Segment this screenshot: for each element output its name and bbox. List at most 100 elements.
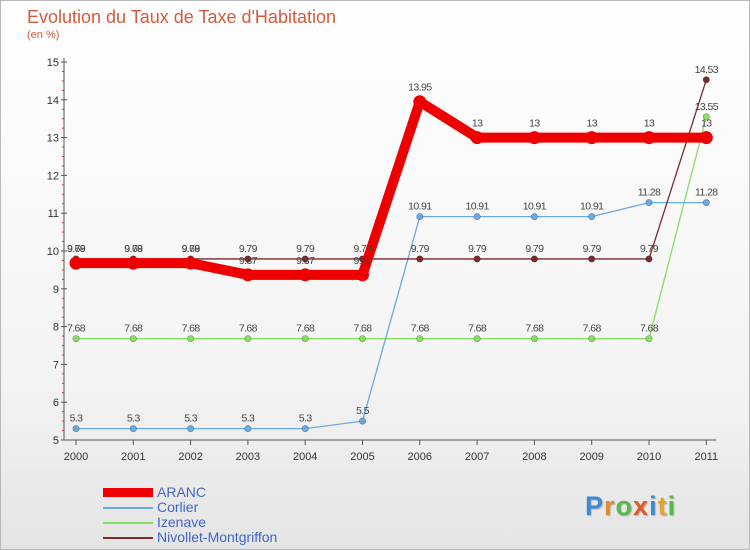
data-label: 9.79 [182,243,201,255]
y-tick-label: 14 [47,95,59,107]
data-label: 9.79 [525,243,544,255]
data-label: 9.68 [124,243,143,255]
data-label: 7.68 [182,323,201,335]
y-tick-label: 15 [47,57,59,69]
data-point [244,425,252,433]
chart-subtitle: (en %) [27,29,60,41]
x-tick-label: 2011 [694,451,718,463]
series-line-izenave [75,116,707,340]
data-label: 13.95 [408,82,432,94]
series-aranc [69,95,713,282]
data-point [645,335,653,343]
data-label: 5.3 [242,413,256,425]
data-label: 13 [472,118,483,130]
legend-item-aranc: ARANC [103,485,363,500]
data-label: 9.79 [583,243,602,255]
data-labels-layer: 7.68 7.68 7.68 7.68 7.68 7.68 7.68 7.68 7.68 7.68… [67,64,719,425]
data-label: 9.37 [296,255,315,267]
legend-item-corlier: Corlier [103,500,363,515]
x-tick-label: 2007 [465,451,489,463]
data-label: 10.91 [465,201,489,213]
data-label: 9.79 [67,243,86,255]
data-point [298,268,312,282]
data-label: 9.37 [353,255,372,267]
data-label: 9.79 [468,243,487,255]
series-layer [69,76,713,433]
data-point [244,335,252,343]
legend-swatch [103,488,153,497]
data-point [527,131,541,145]
x-tick-label: 2006 [408,451,432,463]
data-point [470,131,484,145]
y-tick-label: 7 [53,359,59,371]
legend-item-nivollet-montgriffon: Nivollet-Montgriffon [103,530,363,545]
x-tick-label: 2003 [236,451,260,463]
y-tick-label: 8 [53,322,59,334]
data-point [356,268,369,282]
data-point [129,335,137,343]
x-tick-label: 2001 [121,451,145,463]
legend-swatch [103,536,153,539]
data-label: 9.79 [124,243,143,255]
data-point [69,256,83,270]
data-label: 13 [701,118,712,130]
data-point [645,199,653,207]
series-corlier [72,199,710,433]
data-point [358,417,366,425]
data-label: 13 [644,118,655,130]
data-label: 7.68 [353,323,372,335]
data-point [72,335,80,343]
data-label: 9.68 [67,243,86,255]
legend-item-izenave: Izenave [103,515,363,530]
legend-swatch [103,521,153,524]
data-point [530,255,538,263]
data-point [699,131,713,145]
data-point [473,255,481,263]
y-tick-label: 11 [48,208,59,220]
legend-label: Nivollet-Montgriffon [157,529,278,545]
series-izenave [72,113,710,343]
data-label: 13.55 [695,101,719,113]
data-point [702,113,710,121]
y-tick-label: 6 [53,397,59,409]
y-tick-label: 9 [53,284,59,296]
data-point [187,425,195,433]
legend-label: Corlier [157,499,199,515]
legend-label: Izenave [157,514,207,530]
data-point [416,335,424,343]
data-label: 11.28 [638,187,661,199]
logo-letter: i [649,491,658,521]
data-point [588,213,596,221]
data-label: 9.79 [353,243,372,255]
data-point [184,256,198,270]
data-label: 5.3 [70,413,84,425]
data-point [702,76,710,84]
data-label: 5.3 [127,413,141,425]
data-label: 5.3 [299,413,313,425]
data-point [301,425,309,433]
data-label: 5.5 [356,405,370,417]
data-label: 7.68 [239,323,258,335]
legend-label: ARANC [157,484,207,500]
data-label: 9.37 [239,255,258,267]
series-line-nivollet-montgriffon [75,79,707,260]
x-tick-label: 2010 [637,451,661,463]
x-tick-label: 2009 [579,451,603,463]
data-label: 9.79 [239,243,258,255]
logo-letter: x [633,491,650,521]
data-point [187,335,195,343]
data-label: 7.68 [411,323,430,335]
y-tick-label: 13 [47,133,59,145]
data-label: 13 [529,118,540,130]
data-point [416,213,424,221]
y-tick-label: 10 [47,246,59,258]
data-label: 7.68 [525,323,544,335]
data-label: 9.79 [640,243,659,255]
data-point [588,255,596,263]
series-nivollet-montgriffon [72,76,710,263]
data-label: 7.68 [124,323,143,335]
data-label: 9.79 [411,243,430,255]
data-label: 7.68 [583,323,602,335]
data-point [358,335,366,343]
